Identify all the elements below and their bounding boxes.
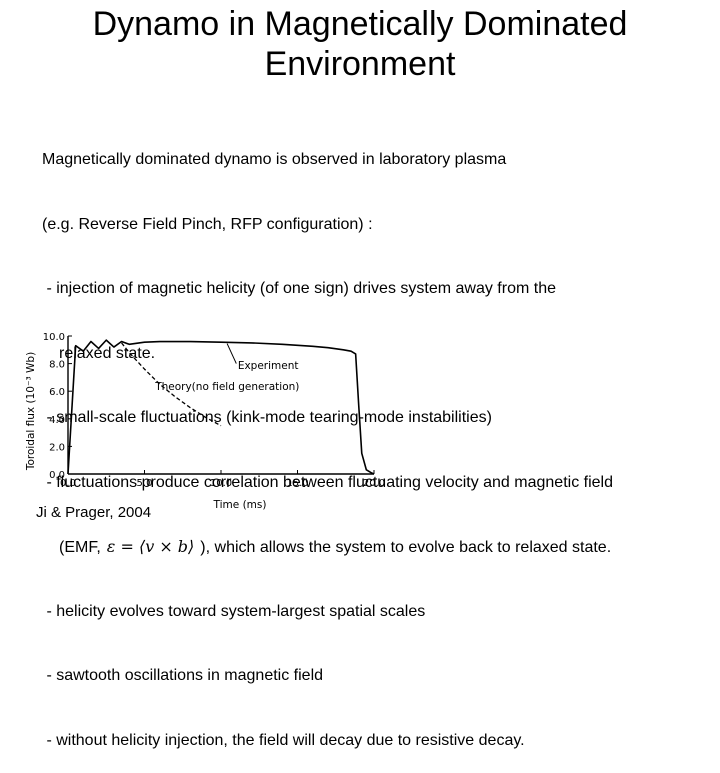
emf-suffix: ), which allows the system to evolve bac… [200,539,612,556]
x-tick-label: 5.0 [137,478,153,489]
experiment-series-line [67,339,375,475]
bullet-5: - sawtooth oscillations in magnetic fiel… [42,667,324,684]
x-tick-label: 20.0 [363,478,385,489]
x-tick-label: 0.0 [60,478,76,489]
x-tick-label: 10.0 [210,478,232,489]
emf-formula: ε = ⟨v × b⟩ [106,537,195,556]
theory-series-line [121,342,222,427]
citation: Ji & Prager, 2004 [36,504,152,521]
y-tick-label: 6.0 [49,387,65,398]
chart-axes [67,336,374,475]
slide-title-line-2: Environment [264,45,456,83]
chart-ticks: 0.0 5.0 10.0 15.0 20.0 0.0 2.0 4.0 6.0 8.0 10.0 [43,332,385,489]
experiment-pointer [226,343,237,364]
experiment-label: Experiment [238,360,299,372]
y-tick-label: 8.0 [49,360,65,371]
x-tick-label: 15.0 [286,478,308,489]
y-tick-label: 4.0 [49,415,65,426]
y-tick-label: 10.0 [43,332,65,343]
intro-line-1: Magnetically dominated dynamo is observe… [42,151,507,168]
chart-series [67,339,375,475]
slide-title: Dynamo in Magnetically Dominated Environ… [0,4,720,84]
toroidal-flux-chart: 0.0 5.0 10.0 15.0 20.0 0.0 2.0 4.0 6.0 8.0 10.0 Ex… [25,332,385,511]
intro-line-2: (e.g. Reverse Field Pinch, RFP configura… [42,215,373,233]
x-axis-label: Time (ms) [213,499,267,511]
theory-label: Theory(no field generation) [154,381,299,393]
chart-annotations: Experiment Theory(no field generation) [154,343,299,393]
bullet-1-line-1: - injection of magnetic helicity (of one… [42,280,556,297]
bullet-6: - without helicity injection, the field … [42,731,525,749]
bullet-4: - helicity evolves toward system-largest… [42,602,426,620]
bullet-2: - small-scale fluctuations (kink-mode te… [42,409,492,426]
emf-prefix: (EMF, [59,539,101,556]
slide-title-line-1: Dynamo in Magnetically Dominated [92,5,628,43]
y-tick-label: 0.0 [49,470,65,481]
y-axis-label: Toroidal flux (10⁻³ Wb) [25,352,37,471]
y-tick-label: 2.0 [49,442,65,453]
bullet-3-line-1: - fluctuations produce correlation betwe… [42,473,613,491]
bullet-3-line-2: (EMF, ε = ⟨v × b⟩ ), which allows the syst… [42,536,702,558]
